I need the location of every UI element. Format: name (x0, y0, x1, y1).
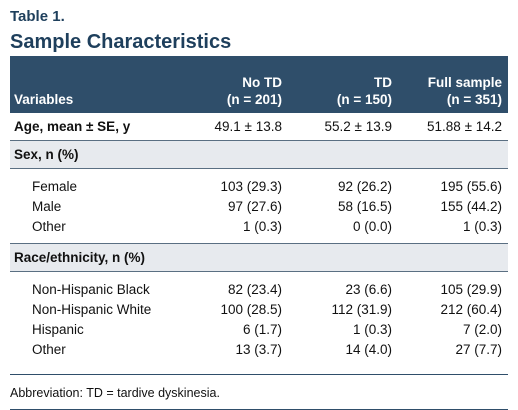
cell-full: 1 (0.3) (462, 219, 502, 234)
table-title: Sample Characteristics (10, 31, 232, 53)
age-no-td: 49.1 ± 13.8 (180, 112, 288, 141)
row-label: Non-Hispanic White (32, 302, 152, 317)
table-label: Table 1. (10, 8, 65, 25)
header-full-sample: Full sample (n = 351) (398, 56, 508, 113)
section-sex-label: Sex, n (%) (10, 140, 508, 169)
header-full-sample-n: (n = 351) (446, 92, 502, 107)
age-full: 51.88 ± 14.2 (398, 112, 508, 141)
table-row: Hispanic 6 (1.7) 1 (0.3) 7 (2.0) (10, 320, 508, 340)
table-row: Male 97 (27.6) 58 (16.5) 155 (44.2) (10, 197, 508, 217)
age-label: Age, mean ± SE, y (10, 112, 180, 141)
row-label: Hispanic (32, 322, 84, 337)
header-no-td-n: (n = 201) (226, 92, 282, 107)
section-sex: Sex, n (%) (10, 140, 508, 169)
cell-full: 155 (44.2) (440, 199, 502, 214)
header-row: Variables No TD (n = 201) TD (n = 150) F… (10, 56, 508, 113)
cell-full: 27 (7.7) (455, 342, 502, 357)
row-label: Other (32, 342, 66, 357)
cell-full: 7 (2.0) (462, 322, 502, 337)
cell-td: 112 (31.9) (331, 302, 392, 317)
row-label: Non-Hispanic Black (32, 282, 150, 297)
table-row: Other 13 (3.7) 14 (4.0) 27 (7.7) (10, 340, 508, 366)
table-row: Non-Hispanic White 100 (28.5) 112 (31.9)… (10, 300, 508, 320)
header-no-td: No TD (n = 201) (180, 56, 288, 113)
cell-no-td: 82 (23.4) (227, 282, 282, 297)
cell-no-td: 103 (29.3) (220, 179, 282, 194)
header-td-n: (n = 150) (336, 92, 392, 107)
section-race: Race/ethnicity, n (%) (10, 243, 508, 272)
footnote: Abbreviation: TD = tardive dyskinesia. (10, 374, 508, 401)
cell-td: 14 (4.0) (345, 342, 392, 357)
cell-full: 195 (55.6) (440, 179, 502, 194)
cell-td: 92 (26.2) (337, 179, 392, 194)
header-td: TD (n = 150) (288, 56, 398, 113)
cell-no-td: 6 (1.7) (242, 322, 282, 337)
table-row: Female 103 (29.3) 92 (26.2) 195 (55.6) (10, 169, 508, 198)
cell-td: 1 (0.3) (352, 322, 392, 337)
cell-td: 58 (16.5) (337, 199, 392, 214)
table-row: Non-Hispanic Black 82 (23.4) 23 (6.6) 10… (10, 272, 508, 301)
row-label: Other (32, 219, 66, 234)
cell-td: 0 (0.0) (352, 219, 392, 234)
table-row: Other 1 (0.3) 0 (0.0) 1 (0.3) (10, 217, 508, 244)
cell-no-td: 13 (3.7) (235, 342, 282, 357)
header-full-sample-name: Full sample (427, 75, 502, 90)
cell-no-td: 100 (28.5) (220, 302, 282, 317)
cell-full: 212 (60.4) (440, 302, 502, 317)
age-td: 55.2 ± 13.9 (288, 112, 398, 141)
row-label: Female (32, 179, 78, 194)
header-td-name: TD (374, 75, 392, 90)
cell-no-td: 1 (0.3) (242, 219, 282, 234)
header-no-td-name: No TD (242, 75, 282, 90)
row-label: Male (32, 199, 62, 214)
cell-full: 105 (29.9) (440, 282, 502, 297)
header-variables: Variables (14, 92, 74, 107)
age-row: Age, mean ± SE, y 49.1 ± 13.8 55.2 ± 13.… (10, 112, 508, 141)
cell-no-td: 97 (27.6) (227, 199, 282, 214)
characteristics-table: Variables No TD (n = 201) TD (n = 150) F… (10, 56, 508, 366)
cell-td: 23 (6.6) (345, 282, 392, 297)
section-race-label: Race/ethnicity, n (%) (10, 243, 508, 272)
